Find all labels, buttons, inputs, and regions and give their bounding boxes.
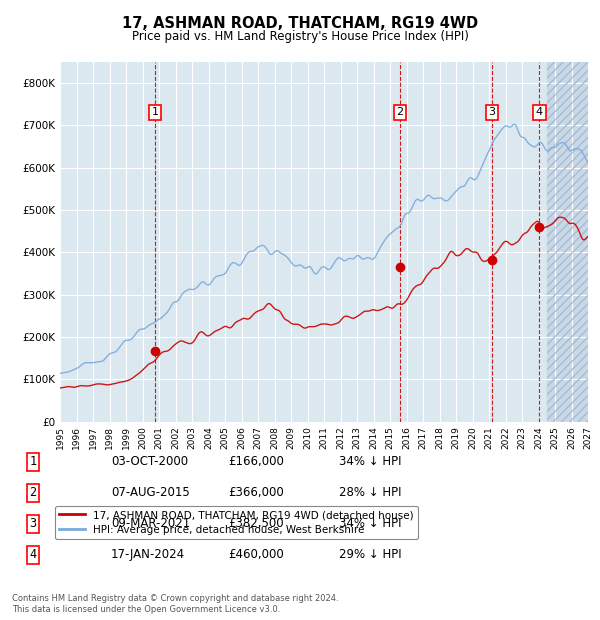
Text: 3: 3 <box>488 107 496 117</box>
Text: £166,000: £166,000 <box>228 456 284 468</box>
Text: 2: 2 <box>29 487 37 499</box>
Text: 28% ↓ HPI: 28% ↓ HPI <box>339 487 401 499</box>
Text: This data is licensed under the Open Government Licence v3.0.: This data is licensed under the Open Gov… <box>12 604 280 614</box>
Text: £460,000: £460,000 <box>228 549 284 561</box>
Text: £382,500: £382,500 <box>228 518 284 530</box>
Text: 07-AUG-2015: 07-AUG-2015 <box>111 487 190 499</box>
Text: 34% ↓ HPI: 34% ↓ HPI <box>339 518 401 530</box>
Bar <box>547 62 588 422</box>
Text: Price paid vs. HM Land Registry's House Price Index (HPI): Price paid vs. HM Land Registry's House … <box>131 30 469 43</box>
Text: 17-JAN-2024: 17-JAN-2024 <box>111 549 185 561</box>
Text: 1: 1 <box>29 456 37 468</box>
Text: 03-OCT-2000: 03-OCT-2000 <box>111 456 188 468</box>
Text: 09-MAR-2021: 09-MAR-2021 <box>111 518 190 530</box>
Text: 17, ASHMAN ROAD, THATCHAM, RG19 4WD: 17, ASHMAN ROAD, THATCHAM, RG19 4WD <box>122 16 478 30</box>
Text: 29% ↓ HPI: 29% ↓ HPI <box>339 549 401 561</box>
Text: 4: 4 <box>536 107 543 117</box>
Text: 1: 1 <box>151 107 158 117</box>
Text: 3: 3 <box>29 518 37 530</box>
Legend: 17, ASHMAN ROAD, THATCHAM, RG19 4WD (detached house), HPI: Average price, detach: 17, ASHMAN ROAD, THATCHAM, RG19 4WD (det… <box>55 506 418 539</box>
Text: 4: 4 <box>29 549 37 561</box>
Bar <box>547 62 588 422</box>
Text: £366,000: £366,000 <box>228 487 284 499</box>
Text: Contains HM Land Registry data © Crown copyright and database right 2024.: Contains HM Land Registry data © Crown c… <box>12 593 338 603</box>
Text: 34% ↓ HPI: 34% ↓ HPI <box>339 456 401 468</box>
Text: 2: 2 <box>397 107 403 117</box>
